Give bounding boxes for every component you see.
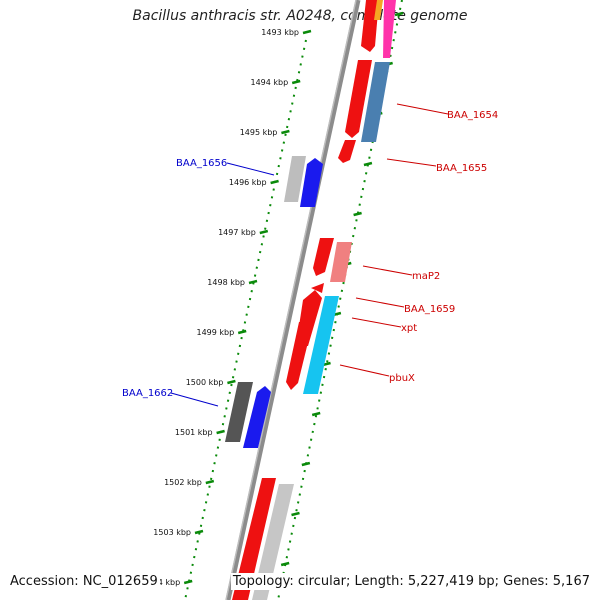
outer-tick-mark (311, 411, 321, 417)
gene-arrow[interactable] (361, 0, 379, 52)
tick-label: 1494 kbp (250, 78, 288, 87)
label-baa-1654[interactable]: BAA_1654 (447, 110, 498, 121)
gene-baa-1662[interactable] (243, 386, 271, 448)
gene-group (225, 0, 396, 600)
gene-arrow[interactable] (252, 484, 294, 600)
tick-label: 1493 kbp (261, 28, 299, 37)
gene-arrow[interactable] (284, 156, 306, 202)
tick-mark (302, 29, 312, 35)
tick-label: 1498 kbp (207, 278, 245, 287)
label-baa-1655[interactable]: BAA_1655 (436, 163, 487, 174)
label-baa-1656[interactable]: BAA_1656 (176, 158, 227, 169)
gene-baa-1659[interactable] (311, 283, 324, 293)
tick-label: 1496 kbp (229, 178, 267, 187)
gene-arrow[interactable] (345, 60, 372, 138)
topology-text: Topology: circular; Length: 5,227,419 bp… (230, 573, 592, 590)
tick-mark (237, 329, 247, 335)
genome-backbone (225, 0, 361, 600)
outer-tick-mark (363, 161, 373, 167)
gene-pbux[interactable] (303, 296, 339, 394)
outer-tick-mark (301, 461, 311, 467)
gene-arrow[interactable] (232, 478, 276, 600)
tick-mark (227, 379, 236, 385)
tick-label: 1502 kbp (164, 478, 202, 487)
gene-map2[interactable] (330, 242, 352, 282)
tick-group: 1493 kbp 1494 kbp 1495 kbp 1496 kbp 1497 kbp… (142, 11, 404, 587)
gene-baa-1656[interactable] (300, 158, 323, 207)
outer-tick-mark (353, 211, 362, 217)
tick-mark (205, 479, 215, 485)
tick-label: 1495 kbp (240, 128, 278, 137)
gene-arrow[interactable] (286, 322, 313, 390)
label-xpt[interactable]: xpt (401, 323, 417, 334)
label-map2[interactable]: maP2 (412, 271, 440, 282)
tick-mark (248, 279, 258, 285)
accession-text: Accession: NC_012659 (8, 573, 160, 590)
tick-mark (194, 529, 204, 535)
gene-label-group: BAA_1654 BAA_1655 BAA_1656 maP2 BAA_1659… (122, 110, 498, 399)
label-leaders (170, 103, 449, 407)
outer-tick-mark (280, 561, 290, 567)
gene-arrow[interactable] (225, 382, 253, 442)
tick-mark (270, 179, 279, 185)
gene-arrow[interactable] (383, 0, 396, 58)
tick-label: 1499 kbp (196, 328, 234, 337)
tick-mark (183, 579, 193, 585)
tick-label: 1497 kbp (218, 228, 256, 237)
tick-label: 1500 kbp (186, 378, 224, 387)
label-baa-1662[interactable]: BAA_1662 (122, 388, 173, 399)
outer-tick-mark (394, 11, 404, 17)
gene-baa-1655[interactable] (338, 140, 356, 163)
gene-baa-1654[interactable] (361, 62, 390, 142)
gene-arrow[interactable] (374, 0, 383, 20)
outer-tick-mark (291, 511, 300, 517)
tick-label: 1501 kbp (175, 428, 213, 437)
tick-mark (291, 79, 301, 85)
tick-mark (259, 229, 269, 235)
label-pbux[interactable]: pbuX (389, 373, 415, 384)
tick-mark (281, 129, 290, 135)
label-baa-1659[interactable]: BAA_1659 (404, 304, 455, 315)
tick-label: 1503 kbp (153, 528, 191, 537)
tick-mark (216, 429, 225, 435)
gene-arrow[interactable] (313, 238, 334, 276)
tick-label: 1504 kbp (142, 578, 180, 587)
